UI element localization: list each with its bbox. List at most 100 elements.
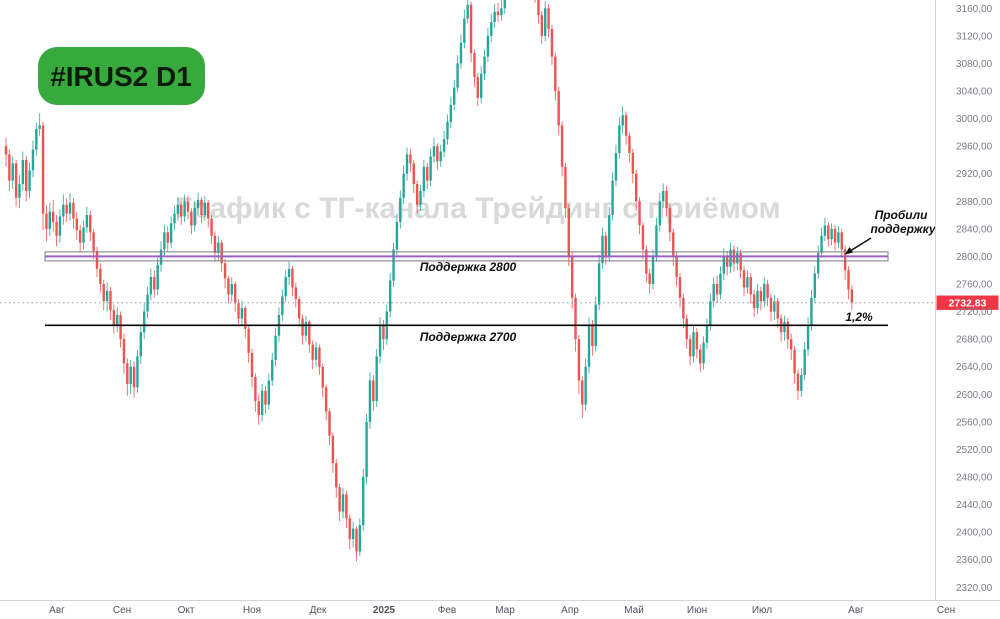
candle [321, 363, 324, 398]
candle [833, 224, 837, 251]
candle [419, 184, 422, 211]
candle [109, 286, 112, 320]
candle [705, 318, 709, 349]
candle [631, 148, 635, 184]
candle [328, 408, 331, 446]
candle [48, 202, 52, 236]
candle [318, 344, 321, 375]
time-axis-label: Сен [937, 605, 955, 616]
candle [92, 228, 95, 260]
candle [483, 49, 486, 80]
time-axis-label: Июл [752, 605, 772, 616]
candle [210, 215, 213, 245]
support-2700-label: Поддержка 2700 [420, 330, 517, 344]
broke-support-annotation[interactable]: Пробили поддержку [845, 208, 937, 255]
candle [153, 270, 156, 298]
candle [624, 111, 628, 145]
candle [311, 340, 314, 370]
candle [570, 252, 574, 309]
candle [65, 198, 68, 222]
candle [675, 252, 678, 287]
candle [577, 334, 581, 395]
candle [247, 325, 250, 363]
candle [267, 373, 271, 410]
candle [479, 66, 483, 104]
price-axis-label: 2640,00 [956, 362, 993, 373]
candle [240, 300, 244, 326]
candle [638, 197, 641, 235]
candle [557, 86, 560, 136]
candle [25, 155, 28, 202]
candle [271, 352, 274, 387]
percent-drop-label: 1,2% [845, 310, 873, 324]
candle [843, 245, 847, 280]
candle [335, 459, 338, 498]
price-axis-label: 3080,00 [956, 59, 993, 70]
candle [301, 314, 304, 345]
candle [294, 282, 298, 308]
candle [736, 246, 739, 271]
candle [405, 147, 409, 181]
candle [426, 162, 429, 189]
candle [291, 266, 294, 297]
candle [72, 197, 75, 229]
candle [45, 205, 48, 242]
candle [176, 197, 180, 221]
candle [169, 216, 173, 249]
candle [793, 346, 796, 384]
candle [446, 114, 449, 145]
candle [58, 209, 62, 243]
candle [560, 121, 564, 177]
candle [146, 286, 149, 319]
candle [840, 228, 843, 258]
candle [375, 348, 378, 407]
candle [62, 194, 65, 225]
price-axis-label: 2600,00 [956, 390, 993, 401]
candle [399, 190, 402, 229]
candle [244, 306, 247, 338]
candle [544, 1, 547, 42]
arrow-head-icon [845, 247, 853, 255]
candle [203, 195, 207, 221]
price-axis[interactable]: 3160,00 3120,00 3080,00 3040,00 3000,00 2960,… [956, 4, 993, 594]
candle [436, 143, 439, 170]
candle [672, 228, 675, 267]
price-axis-label: 2440,00 [956, 500, 993, 511]
price-axis-label: 2520,00 [956, 445, 993, 456]
candle [297, 296, 301, 327]
candle [173, 205, 176, 231]
candle [540, 11, 544, 45]
candle [35, 122, 38, 156]
candle [409, 148, 412, 173]
time-axis-label: Июн [687, 605, 707, 616]
candle [207, 199, 210, 228]
price-axis-label: 2760,00 [956, 279, 993, 290]
time-axis-label: Авг [49, 605, 65, 616]
candle [608, 206, 611, 262]
candle [682, 293, 685, 329]
current-price-line-layer: 2732,83 [0, 295, 999, 310]
candle [823, 217, 827, 242]
candle [564, 162, 567, 218]
time-axis[interactable]: Авг Сен Окт Ноя Дек 2025 Фев Мар Апр Май Июн Июл Авг… [49, 605, 955, 616]
candle [132, 361, 136, 398]
time-axis-label: 2025 [373, 605, 396, 616]
candle [739, 249, 742, 279]
candle [126, 358, 129, 396]
candle [75, 212, 78, 240]
candle [257, 394, 260, 425]
candle [99, 263, 102, 293]
candle [581, 376, 584, 419]
candle [500, 0, 503, 21]
candle [790, 333, 793, 360]
candle [715, 275, 719, 304]
price-axis-label: 3000,00 [956, 114, 993, 125]
candle [587, 317, 591, 374]
candle [756, 283, 759, 315]
time-axis-label: Сен [113, 605, 131, 616]
candle [193, 201, 196, 232]
candles-layer [4, 0, 854, 562]
candle [351, 521, 355, 548]
candle [284, 270, 287, 302]
